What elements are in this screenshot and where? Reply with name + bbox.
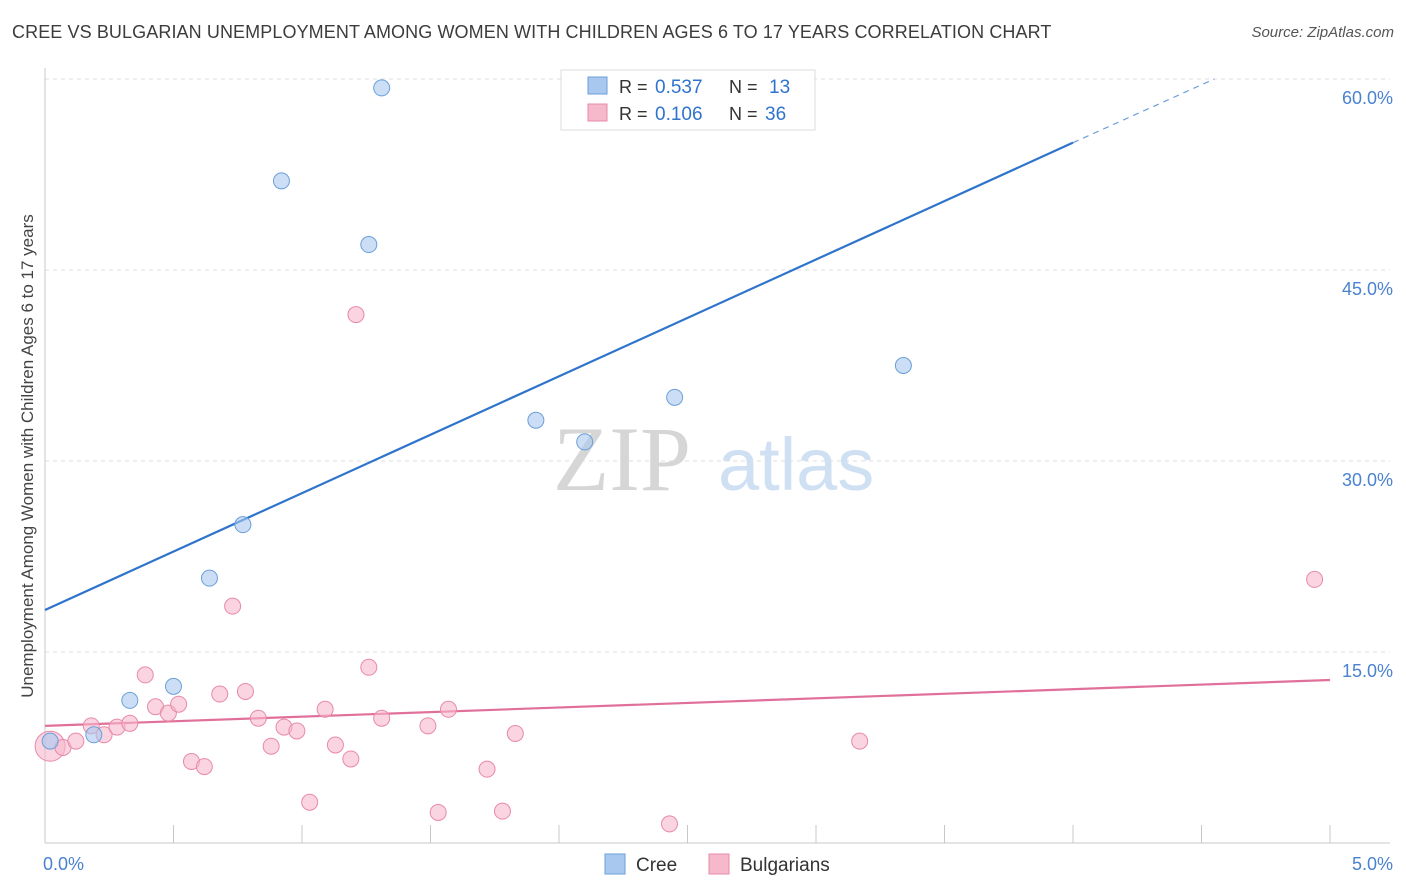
point-bulgarians-21 [316,700,334,718]
point-bulgarians-35 [1306,570,1324,588]
point-cree-5 [234,516,252,534]
point-bulgarians-20 [301,793,319,811]
legend-n-label-cree: N = [729,77,758,97]
chart-title: CREE VS BULGARIAN UNEMPLOYMENT AMONG WOM… [12,22,1052,42]
point-bulgarians-24 [347,306,365,324]
legend-swatch-bulgarians [587,103,608,122]
point-bulgarians-34 [851,732,869,750]
point-bulgarians-26 [373,709,391,727]
legend-stats: R = 0.537 N = 13 R = 0.106 N = 36 [560,69,816,131]
point-bulgarians-27 [419,717,437,735]
legend-n-value-bulgarians: 36 [765,104,786,125]
trend-lines [44,78,1331,727]
legend-r-value-cree: 0.537 [655,77,703,98]
point-cree-2 [121,691,139,709]
y-axis-title: Unemployment Among Women with Children A… [18,214,37,698]
point-bulgarians-19 [288,722,306,740]
point-cree-1 [85,726,103,744]
point-bulgarians-22 [326,736,344,754]
point-cree-11 [666,388,684,406]
point-cree-0 [41,732,59,750]
point-bulgarians-29 [439,700,457,718]
point-bulgarians-10 [170,695,188,713]
x-tick-label-1: 5.0% [1352,854,1393,874]
point-cree-7 [360,236,378,254]
point-cree-9 [527,411,545,429]
trend-line-extension-0 [1072,78,1215,144]
legend-r-label-bulgarians: R = [619,104,648,124]
chart-source: Source: ZipAtlas.com [1251,24,1394,41]
legend-series: Cree Bulgarians [604,853,830,876]
point-bulgarians-30 [478,760,496,778]
point-bulgarians-7 [136,666,154,684]
point-cree-8 [373,79,391,97]
legend-bottom-label-cree: Cree [636,855,677,876]
point-bulgarians-14 [224,597,242,615]
trend-line-1 [44,678,1331,727]
point-bulgarians-12 [195,758,213,776]
point-bulgarians-32 [506,724,524,742]
legend-bottom-label-bulgarians: Bulgarians [740,855,830,876]
legend-bottom-swatch-bulgarians [708,853,730,875]
data-points [34,79,1324,833]
legend-n-value-cree: 13 [769,77,790,98]
legend-r-value-bulgarians: 0.106 [655,104,703,125]
y-tick-labels: 15.0% 30.0% 45.0% 60.0% [1342,88,1393,681]
y-tick-label-3: 60.0% [1342,88,1393,108]
legend-n-label-bulgarians: N = [729,104,758,124]
y-tick-label-1: 30.0% [1342,470,1393,490]
point-bulgarians-17 [262,737,280,755]
point-bulgarians-6 [121,714,139,732]
point-bulgarians-23 [342,750,360,768]
x-ticks [44,825,1331,843]
point-cree-12 [894,357,912,374]
watermark-zip: ZIP [553,408,691,510]
watermark: ZIP atlas [553,408,874,510]
point-cree-4 [200,569,218,587]
y-tick-label-2: 45.0% [1342,279,1393,299]
y-tick-label-0: 15.0% [1342,661,1393,681]
point-bulgarians-28 [429,803,447,821]
point-bulgarians-25 [360,658,378,676]
x-tick-labels: 0.0% 5.0% [43,854,1393,874]
watermark-atlas: atlas [718,423,874,506]
point-cree-3 [165,677,182,695]
legend-bottom-swatch-cree [604,853,626,875]
trend-line-0 [44,141,1074,611]
legend-swatch-cree [587,76,608,95]
legend-r-label-cree: R = [619,77,648,97]
point-bulgarians-15 [236,682,254,700]
axes [44,68,1390,844]
x-tick-label-0: 0.0% [43,854,84,874]
point-bulgarians-2 [67,732,85,750]
point-cree-10 [576,433,594,451]
gridlines [45,78,1390,653]
point-cree-6 [272,172,290,190]
point-bulgarians-13 [211,685,229,703]
point-bulgarians-16 [249,709,267,727]
point-bulgarians-33 [661,815,679,833]
point-bulgarians-31 [493,802,511,820]
